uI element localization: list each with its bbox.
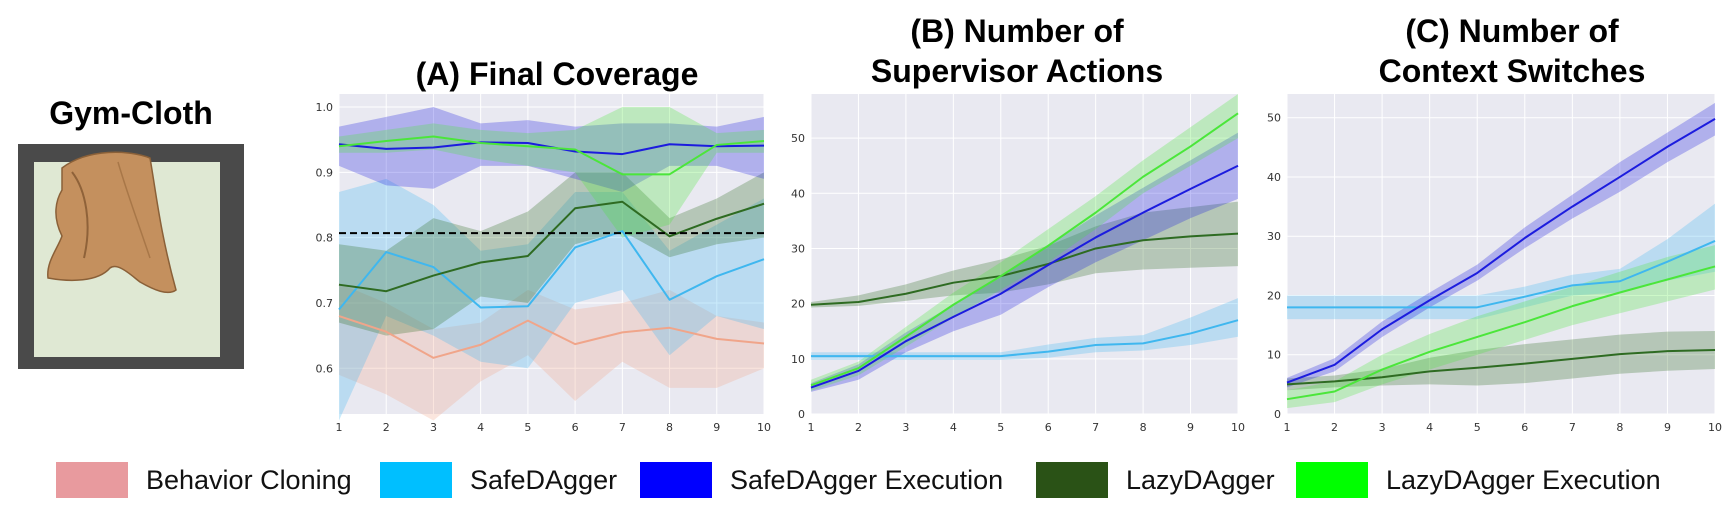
legend-item-behavior-cloning: Behavior Cloning: [56, 458, 352, 502]
plot-1-line-lazy: [810, 232, 1239, 306]
plot-1-ytick-label: 40: [791, 187, 805, 200]
plot-2-xtick-label: 4: [1426, 421, 1433, 434]
plot-0-ytick-label: 0.8: [316, 232, 334, 245]
plot-1-xtick-label: 5: [997, 421, 1004, 434]
plot-2-xtick-label: 1: [1284, 421, 1291, 434]
plot-2-band-safe_exec: [1287, 102, 1715, 388]
plot-1-xtick-label: 1: [808, 421, 815, 434]
plot-1-ytick-label: 50: [791, 132, 805, 145]
plot-1-xtick-label: 2: [855, 421, 862, 434]
plot-0-xtick-label: 7: [619, 421, 626, 434]
plot-2-line-lazy_exec: [1286, 265, 1716, 401]
plot-1-xtick-label: 6: [1045, 421, 1052, 434]
plot-2-ytick-label: 10: [1267, 349, 1281, 362]
plot-0-line-lazy_exec: [338, 135, 765, 176]
plot-2-ytick-label: 20: [1267, 289, 1281, 302]
plot-2-band-lazy_exec: [1287, 245, 1715, 409]
plot-1-band-safe_exec: [811, 132, 1238, 392]
plot-1-line-safe_exec: [810, 164, 1239, 389]
plot-0-xtick-label: 2: [383, 421, 390, 434]
plot-2-line-lazy: [1286, 349, 1716, 386]
plot-2-ytick-label: 0: [1274, 408, 1281, 421]
legend-swatch-lazydagger-execution: [1296, 462, 1368, 498]
plot-2-xtick-label: 8: [1616, 421, 1623, 434]
plot-c-background: [1287, 94, 1715, 414]
plot-2-line-safe: [1287, 240, 1716, 309]
plot-0-xtick-label: 8: [666, 421, 673, 434]
plot-0-ytick-label: 0.7: [316, 297, 334, 310]
legend-label-safedagger: SafeDAgger: [470, 464, 618, 495]
plot-0-band-lazy_exec: [339, 107, 764, 238]
plot-1-band-lazy: [811, 201, 1238, 308]
plot-0-band-bc: [339, 283, 764, 421]
plot-0-band-safe: [339, 178, 764, 421]
legend-item-lazydagger: LazyDAgger: [1036, 458, 1275, 502]
plot-c-title-line2: Context Switches: [1379, 53, 1646, 89]
plot-2-ytick-label: 50: [1267, 112, 1281, 125]
plot-2-ytick-label: 40: [1267, 171, 1281, 184]
plot-1-ytick-label: 0: [798, 408, 805, 421]
legend-label-lazydagger-execution: LazyDAgger Execution: [1386, 464, 1661, 495]
plot-2-ytick-label: 30: [1267, 230, 1281, 243]
legend-item-safedagger-execution: SafeDAgger Execution: [640, 458, 1003, 502]
plot-1-ytick-label: 20: [791, 298, 805, 311]
plot-0-xtick-label: 9: [713, 421, 720, 434]
plot-2-xtick-label: 9: [1664, 421, 1671, 434]
plot-1-ytick-label: 10: [791, 353, 805, 366]
plot-0-ytick-label: 0.9: [316, 166, 334, 179]
plot-c-title-line1: (C) Number of: [1405, 13, 1619, 49]
plot-2-xtick-label: 7: [1569, 421, 1576, 434]
plot-1-xtick-label: 4: [950, 421, 957, 434]
plot-0-ytick-label: 0.6: [316, 362, 334, 375]
plot-1-xtick-label: 9: [1187, 421, 1194, 434]
plot-context-switches: (C) Number of Context Switches 0 10 20 30 40…: [1267, 13, 1722, 434]
legend-swatch-lazydagger: [1036, 462, 1108, 498]
plot-1-xtick-label: 10: [1231, 421, 1245, 434]
plot-0-xtick-label: 10: [757, 421, 771, 434]
plot-2-xtick-label: 10: [1708, 421, 1722, 434]
plot-a-title-line1: (A) Final Coverage: [416, 56, 699, 92]
legend-swatch-safedagger-execution: [640, 462, 712, 498]
plot-0-xtick-label: 4: [477, 421, 484, 434]
plot-2-xtick-label: 3: [1379, 421, 1386, 434]
plot-1-xtick-label: 7: [1092, 421, 1099, 434]
plot-0-xtick-label: 5: [524, 421, 531, 434]
cloth-image: [18, 144, 244, 369]
plot-b-title-line2: Supervisor Actions: [871, 53, 1163, 89]
legend-swatch-behavior-cloning: [56, 462, 128, 498]
legend-label-safedagger-execution: SafeDAgger Execution: [730, 464, 1004, 495]
legend-item-lazydagger-execution: LazyDAgger Execution: [1296, 458, 1661, 502]
plot-0-ytick-label: 1.0: [316, 101, 334, 114]
plot-0-line-safe: [338, 230, 765, 311]
legend-label-behavior-cloning: Behavior Cloning: [146, 464, 352, 495]
plot-b-title-line1: (B) Number of: [910, 13, 1124, 49]
plot-2-band-safe: [1287, 203, 1715, 320]
plot-0-line-bc: [338, 315, 765, 359]
plot-1-xtick-label: 8: [1140, 421, 1147, 434]
plot-2-xtick-label: 5: [1474, 421, 1481, 434]
image-title: Gym-Cloth: [49, 95, 213, 131]
plot-2-line-safe_exec: [1286, 118, 1716, 384]
plot-0-xtick-label: 1: [336, 421, 343, 434]
legend-label-lazydagger: LazyDAgger: [1126, 464, 1275, 495]
legend: Behavior Cloning SafeDAgger SafeDAgger E…: [0, 458, 1735, 502]
plot-1-ytick-label: 30: [791, 242, 805, 255]
plot-0-xtick-label: 6: [572, 421, 579, 434]
legend-swatch-safedagger: [380, 462, 452, 498]
plot-0-band-lazy: [339, 172, 764, 336]
plot-supervisor-actions: (B) Number of Supervisor Actions 0 10 20 30…: [791, 13, 1245, 434]
plot-2-xtick-label: 2: [1331, 421, 1338, 434]
plot-0-xtick-label: 3: [430, 421, 437, 434]
plot-1-xtick-label: 3: [902, 421, 909, 434]
plot-2-xtick-label: 6: [1521, 421, 1528, 434]
plot-b-background: [811, 94, 1238, 414]
legend-item-safedagger: SafeDAgger: [380, 458, 617, 502]
plot-0-band-safe_exec: [339, 107, 764, 192]
plot-1-line-lazy_exec: [810, 112, 1239, 387]
plot-final-coverage: (A) Final Coverage 0.6 0.7 0.8 0.9 1.0 1 2 3 4 5 6…: [316, 56, 772, 434]
